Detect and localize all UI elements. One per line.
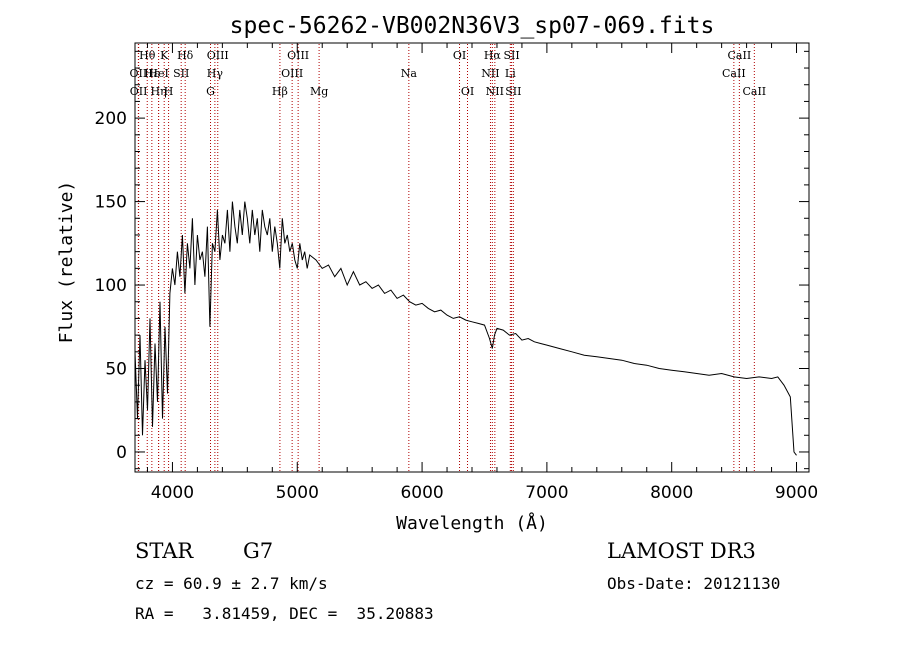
coordinates-text: RA = 3.81459, DEC = 35.20883 — [135, 604, 434, 623]
line-label-3: Hε — [144, 67, 160, 80]
line-label-1: OII — [130, 67, 148, 80]
line-label-24: Li — [505, 67, 516, 80]
line-label-11: Hγ — [207, 67, 224, 80]
obs-date-text: Obs-Date: 20121130 — [607, 574, 780, 593]
survey-name: LAMOST DR3 — [607, 539, 756, 563]
y-tick-label-1: 50 — [105, 360, 127, 380]
line-label-18: OI — [453, 49, 466, 62]
line-label-9: Hδ — [177, 49, 194, 62]
line-label-23: SII — [503, 49, 519, 62]
line-label-14: OIII — [287, 49, 309, 62]
x-axis-label: Wavelength (Å) — [396, 512, 548, 534]
line-label-6: HeI — [148, 67, 168, 80]
line-label-22: NII — [486, 85, 504, 98]
object-class: STAR — [135, 539, 194, 563]
line-label-13: Hβ — [272, 85, 288, 98]
x-tick-label-4: 8000 — [650, 483, 693, 503]
line-label-7: H — [164, 85, 174, 98]
line-label-16: Mg — [310, 85, 328, 98]
line-label-0: Hθ — [139, 49, 156, 62]
y-tick-label-2: 100 — [95, 276, 127, 296]
line-label-19: OI — [461, 85, 474, 98]
line-label-21: NII — [481, 67, 499, 80]
x-tick-label-0: 4000 — [151, 483, 194, 503]
line-label-10: OIII — [207, 49, 229, 62]
y-axis-label: Flux (relative) — [56, 181, 77, 344]
line-label-26: CaII — [728, 49, 752, 62]
line-label-27: CaII — [722, 67, 746, 80]
line-label-25: SII — [505, 85, 521, 98]
line-label-5: K — [160, 49, 169, 62]
line-label-8: SII — [173, 67, 189, 80]
chart-title: spec-56262-VB002N36V3_sp07-069.fits — [230, 13, 715, 39]
x-tick-label-1: 5000 — [276, 483, 319, 503]
y-tick-label-0: 0 — [116, 443, 127, 463]
line-label-4: Hη — [150, 85, 166, 98]
x-tick-label-2: 6000 — [400, 483, 443, 503]
line-label-28: CaII — [742, 85, 766, 98]
x-tick-label-5: 9000 — [775, 483, 818, 503]
y-tick-label-3: 150 — [95, 193, 127, 213]
line-label-2: OII — [130, 85, 148, 98]
line-label-20: Hα — [484, 49, 502, 62]
x-tick-label-3: 7000 — [525, 483, 568, 503]
line-markers — [137, 44, 755, 471]
spectrum-series-line — [134, 201, 797, 456]
x-axis-ticks: 4000 5000 6000 7000 8000 9000 — [146, 43, 818, 503]
line-label-15: OIII — [281, 67, 303, 80]
line-label-17: Na — [401, 67, 418, 80]
y-tick-label-4: 200 — [95, 109, 127, 129]
redshift-text: cz = 60.9 ± 2.7 km/s — [135, 574, 328, 593]
y-axis-ticks: 0 50 100 150 200 — [95, 50, 809, 470]
object-subclass: G7 — [243, 539, 273, 563]
line-label-12: G — [206, 85, 215, 98]
plot-frame — [134, 42, 810, 473]
